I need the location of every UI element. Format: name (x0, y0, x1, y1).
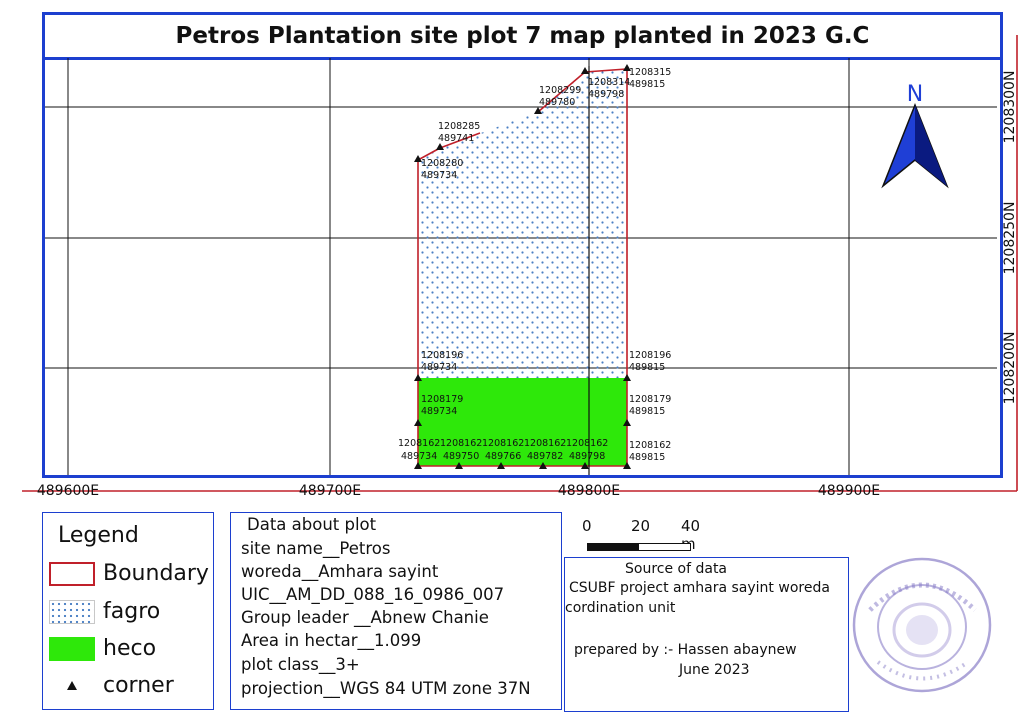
boundary-swatch (49, 561, 95, 586)
corner-label-n: 1208285 (438, 121, 480, 132)
plot-info-line: plot class__3+ (241, 655, 360, 674)
corner-label-n: 1208162 (398, 438, 440, 449)
corner-marker (455, 462, 463, 469)
corner-label-n: 1208179 (421, 394, 463, 405)
x-axis-label: 489600E (37, 483, 99, 499)
corner-marker (623, 374, 631, 381)
plot-info-box: Data about plot site name__Petros woreda… (230, 512, 562, 710)
corner-label-n: 1208162 (440, 438, 482, 449)
corner-label-e: 489734 (401, 451, 437, 462)
corner-label-e: 489741 (438, 133, 474, 144)
y-axis-label: 1208300N (1002, 71, 1018, 144)
corner-label-n: 1208280 (421, 158, 463, 169)
legend-label: fagro (103, 599, 161, 624)
legend-item-boundary: Boundary (49, 561, 209, 586)
corner-label-n: 1208196 (421, 350, 463, 361)
corner-label-e: 489798 (569, 451, 605, 462)
source-line: cordination unit (565, 600, 676, 616)
plot-info-line: Group leader __Abnew Chanie (241, 608, 489, 627)
map-title-box: Petros Plantation site plot 7 map plante… (42, 12, 1003, 60)
y-axis-label: 1208200N (1002, 332, 1018, 405)
source-box: Source of data CSUBF project amhara sayi… (564, 557, 849, 712)
corner-marker (623, 462, 631, 469)
corner-label-e: 489815 (629, 452, 665, 463)
x-axis-label: 489700E (299, 483, 361, 499)
legend-title: Legend (58, 523, 139, 548)
corner-label-n: 1208162 (629, 440, 671, 451)
prepared-date: June 2023 (679, 662, 750, 678)
legend-box: Legend Boundary fagro heco corner (42, 512, 214, 710)
corner-label-e: 489798 (588, 89, 624, 100)
legend-label: heco (103, 636, 157, 661)
heco-zone (418, 378, 627, 466)
corner-label-e: 489734 (421, 362, 457, 373)
seal-stamp-icon (852, 557, 992, 693)
corner-markers (414, 64, 631, 469)
plot-info-line: Area in hectar__1.099 (241, 631, 422, 650)
corner-label-e: 489750 (443, 451, 479, 462)
plot-info-line: projection__WGS 84 UTM zone 37N (241, 679, 531, 698)
north-arrow-icon: N (881, 82, 949, 189)
corner-triangle-icon (49, 674, 95, 698)
corner-marker (497, 462, 505, 469)
corner-label-e: 489780 (539, 97, 575, 108)
corner-marker (414, 374, 422, 381)
north-label: N (907, 82, 923, 107)
corner-label-e: 489815 (629, 362, 665, 373)
corner-label-n: 1208179 (629, 394, 671, 405)
corner-label-n: 1208315 (629, 67, 671, 78)
plot-info-title: Data about plot (247, 515, 377, 534)
corner-marker (539, 462, 547, 469)
legend-item-heco: heco (49, 636, 156, 661)
corner-label-n: 1208196 (629, 350, 671, 361)
corner-label-n: 1208299 (539, 85, 581, 96)
corner-marker (436, 143, 444, 150)
corner-marker (581, 462, 589, 469)
fagro-zone (418, 69, 627, 378)
source-title: Source of data (625, 561, 728, 577)
corner-label-e: 489766 (485, 451, 521, 462)
corner-marker (414, 155, 422, 162)
corner-marker (534, 107, 542, 114)
corner-label-n: 1208162 (482, 438, 524, 449)
corner-marker (623, 419, 631, 426)
source-line: CSUBF project amhara sayint woreda (569, 580, 830, 596)
corner-marker (623, 64, 631, 71)
corner-label-n: 1208162 (524, 438, 566, 449)
heco-swatch (49, 636, 95, 661)
legend-item-fagro: fagro (49, 599, 160, 624)
corner-marker (581, 67, 589, 74)
corner-label-e: 489815 (629, 406, 665, 417)
map-axis-lines (22, 35, 1018, 492)
corner-label-e: 489782 (527, 451, 563, 462)
plot-info-line: site name__Petros (241, 539, 391, 558)
corner-label-e: 489734 (421, 406, 457, 417)
corner-label-n: 1208314 (588, 77, 630, 88)
x-axis-label: 489800E (558, 483, 620, 499)
fagro-swatch (49, 599, 95, 624)
scale-label: 0 (582, 517, 592, 535)
plot-info-line: woreda__Amhara sayint (241, 562, 439, 581)
corner-label-n: 1208162 (566, 438, 608, 449)
corner-label-e: 489815 (629, 79, 665, 90)
legend-label: corner (103, 673, 174, 698)
map-canvas: 1208315 489815 1208314 489798 1208299 48… (22, 35, 1018, 499)
corner-label-e: 489734 (421, 170, 457, 181)
map-frame (42, 55, 1003, 478)
prepared-by: prepared by :- Hassen abaynew (574, 642, 797, 658)
y-axis-label: 1208250N (1002, 202, 1018, 275)
plot-info-line: UIC__AM_DD_088_16_0986_007 (241, 585, 505, 604)
corner-marker (414, 462, 422, 469)
map-title: Petros Plantation site plot 7 map plante… (175, 23, 870, 49)
x-axis-label: 489900E (818, 483, 880, 499)
scale-label: 20 (631, 517, 651, 535)
legend-label: Boundary (103, 561, 209, 586)
legend-item-corner: corner (49, 673, 174, 698)
corner-marker (414, 419, 422, 426)
scale-bar: 0 20 40 m (578, 514, 708, 554)
